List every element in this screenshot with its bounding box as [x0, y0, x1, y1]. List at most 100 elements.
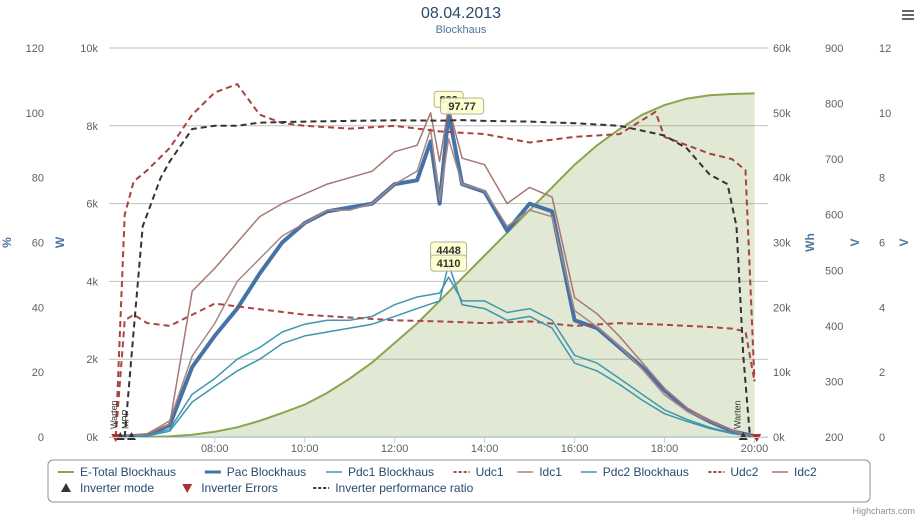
percent-tick-label: 80: [32, 173, 44, 185]
volts-tick-label: 600: [825, 210, 843, 222]
e-total-blockhaus-area: [115, 93, 755, 438]
watts-tick-label: 4k: [86, 276, 98, 288]
watts-tick-label: 8k: [86, 121, 98, 133]
tooltip-text: 4110: [437, 258, 461, 270]
volts-tick-label: 200: [825, 432, 843, 444]
amps-axis-title: V: [897, 238, 911, 246]
menu-icon-bar: [902, 10, 914, 12]
volts-tick-label: 300: [825, 376, 843, 388]
tooltip-box: [430, 254, 468, 272]
legend-item[interactable]: Pdc1 Blockhaus: [326, 465, 434, 479]
x-tick-label: 12:00: [381, 443, 409, 455]
udc1-line: [114, 302, 756, 438]
volts-tick-label: 800: [825, 99, 843, 111]
volts-tick-label: 900: [825, 43, 843, 55]
percent-tick-label: 0: [38, 432, 44, 444]
idc2-line: [115, 105, 755, 438]
legend-label: Inverter Errors: [201, 481, 278, 495]
inverter-mode-label: Warten: [109, 400, 119, 429]
amps-tick-label: 4: [879, 302, 885, 314]
legend-label: Pac Blockhaus: [227, 465, 306, 479]
legend-item[interactable]: Inverter Errors: [182, 481, 278, 495]
legend-label: Pdc2 Blockhaus: [603, 465, 689, 479]
amps-tick-label: 12: [879, 43, 891, 55]
amps-tick-label: 2: [879, 367, 885, 379]
volts-tick-label: 700: [825, 154, 843, 166]
legend-label: Idc2: [794, 465, 817, 479]
legend: E-Total Blockhaus Pac Blockhaus Pdc1 Block…: [47, 459, 871, 503]
wh-tick-label: 0k: [773, 432, 785, 444]
legend-label: Idc1: [539, 465, 562, 479]
percent-axis-title: %: [0, 237, 14, 248]
amps-tick-label: 8: [879, 173, 885, 185]
percent-tick-label: 100: [26, 108, 44, 120]
amps-tick-label: 6: [879, 238, 885, 250]
legend-marker: [61, 483, 71, 492]
watts-tick-label: 0k: [86, 432, 98, 444]
x-tick-label: 10:00: [291, 443, 319, 455]
wh-tick-label: 60k: [773, 43, 791, 55]
x-tick-label: 18:00: [651, 443, 679, 455]
amps-tick-label: 10: [879, 108, 891, 120]
tooltip: 4110: [430, 254, 468, 272]
volts-tick-label: 500: [825, 265, 843, 277]
legend-label: Inverter mode: [80, 481, 154, 495]
x-tick-label: 20:00: [741, 443, 769, 455]
legend-item[interactable]: Idc1: [517, 465, 562, 479]
legend-label: Inverter performance ratio: [335, 481, 473, 495]
legend-item[interactable]: E-Total Blockhaus: [58, 465, 176, 479]
wh-tick-label: 30k: [773, 238, 791, 250]
tooltip-text: 97.77: [448, 101, 476, 113]
legend-label: Udc1: [476, 465, 504, 479]
watts-tick-label: 6k: [86, 199, 98, 211]
legend-marker: [182, 484, 193, 493]
legend-item[interactable]: Inverter performance ratio: [313, 481, 474, 495]
pac-blockhaus-line: [115, 111, 755, 439]
percent-tick-label: 20: [32, 367, 44, 379]
legend-frame: [47, 459, 871, 503]
inverter-mode-label: Warten: [732, 400, 742, 429]
legend-item[interactable]: Inverter mode: [61, 481, 154, 495]
legend-item[interactable]: Udc2: [708, 465, 759, 479]
menu-icon-bar: [902, 14, 914, 16]
tooltip-box: [440, 97, 485, 115]
credits-link[interactable]: Highcharts.com: [852, 506, 915, 516]
idc1-line: [115, 128, 755, 438]
chart-subtitle: Blockhaus: [436, 24, 487, 36]
inverter-performance-ratio-line: [123, 119, 751, 438]
watts-axis-title: W: [53, 236, 67, 248]
tooltip: 97.77: [440, 97, 485, 115]
axes: 08:00 10:00 12:00 14:00 16:00 18:00 20:0002040…: [0, 43, 911, 455]
chart-title: 08.04.2013: [421, 5, 501, 22]
legend-label: E-Total Blockhaus: [80, 465, 176, 479]
legend-label: Udc2: [730, 465, 758, 479]
volts-axis-title: V: [848, 238, 862, 246]
wh-tick-label: 50k: [773, 108, 791, 120]
legend-item[interactable]: Pdc2 Blockhaus: [580, 465, 689, 479]
pdc2-blockhaus-line: [115, 263, 755, 438]
wh-axis-title: Wh: [803, 233, 817, 252]
percent-tick-label: 120: [26, 43, 44, 55]
x-tick-label: 08:00: [201, 443, 229, 455]
wh-tick-label: 10k: [773, 367, 791, 379]
percent-tick-label: 60: [32, 238, 44, 250]
watts-tick-label: 10k: [80, 43, 98, 55]
legend-label: Pdc1 Blockhaus: [348, 465, 434, 479]
legend-item[interactable]: Udc1: [453, 465, 504, 479]
amps-tick-label: 0: [879, 432, 885, 444]
watts-tick-label: 2k: [86, 354, 98, 366]
export-menu-button[interactable]: [900, 8, 916, 22]
x-tick-label: 16:00: [561, 443, 589, 455]
inverter-mode-label: MPP: [120, 409, 130, 429]
menu-icon-bar: [902, 18, 914, 20]
legend-item[interactable]: Idc2: [772, 465, 817, 479]
legend-item[interactable]: Pac Blockhaus: [204, 465, 306, 479]
volts-tick-label: 400: [825, 321, 843, 333]
percent-tick-label: 40: [32, 302, 44, 314]
wh-tick-label: 40k: [773, 173, 791, 185]
x-tick-label: 14:00: [471, 443, 499, 455]
tooltip-text: 4448: [436, 245, 460, 257]
